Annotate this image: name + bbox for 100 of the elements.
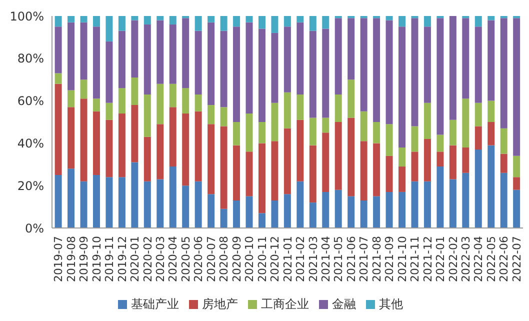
bar <box>144 16 151 24</box>
bar <box>194 181 202 228</box>
bar <box>500 18 508 128</box>
bar <box>449 120 456 146</box>
bar <box>80 22 88 80</box>
bar <box>436 134 444 152</box>
bar <box>360 200 368 228</box>
bar <box>449 16 456 120</box>
y-tick-label: 100% <box>10 9 44 24</box>
bar <box>220 107 228 126</box>
bar <box>68 16 75 22</box>
bar <box>54 26 62 74</box>
bar <box>424 138 431 182</box>
bar <box>220 208 228 228</box>
x-tick-label: 2020-02 <box>141 236 154 282</box>
bar <box>54 84 62 175</box>
y-tick-label: 60% <box>17 94 44 108</box>
bar <box>334 18 342 94</box>
x-tick-label: 2021-03 <box>306 236 320 282</box>
bar <box>309 145 316 203</box>
x-tick-label: 2019-10 <box>90 236 104 282</box>
bar <box>106 102 113 120</box>
bar <box>309 202 316 228</box>
bar <box>488 20 495 101</box>
bar <box>488 16 495 20</box>
bar <box>106 41 113 103</box>
bar <box>208 16 215 22</box>
bar <box>284 92 291 128</box>
x-tick-label: 2020-05 <box>179 236 192 282</box>
bar <box>131 77 138 106</box>
bar <box>156 20 164 84</box>
bar <box>208 124 215 194</box>
bar <box>271 141 278 200</box>
bar <box>208 194 215 228</box>
bar <box>462 172 470 228</box>
bar <box>284 16 291 27</box>
bar <box>80 181 88 228</box>
bar <box>424 102 431 139</box>
bar <box>411 126 418 152</box>
bar <box>411 181 418 228</box>
bar <box>144 24 151 94</box>
bar <box>80 80 88 99</box>
bar <box>169 24 176 84</box>
x-tick-label: 2021-08 <box>370 236 384 282</box>
bar <box>220 126 228 209</box>
x-tick-label: 2020-12 <box>268 236 282 282</box>
bar <box>513 177 520 190</box>
bar <box>182 186 190 228</box>
bar <box>92 175 100 228</box>
bar <box>360 111 368 142</box>
x-tick-label: 2020-07 <box>204 236 218 282</box>
bar <box>284 26 291 92</box>
bar <box>296 22 304 94</box>
bar <box>156 16 164 20</box>
bar <box>360 141 368 200</box>
bar <box>474 26 482 103</box>
bar <box>449 145 456 180</box>
bar <box>334 122 342 190</box>
bar <box>334 190 342 228</box>
bar <box>296 94 304 120</box>
bar <box>411 18 418 126</box>
bar <box>169 166 176 228</box>
x-tick-label: 2022-06 <box>498 236 511 282</box>
bar <box>334 94 342 122</box>
bar <box>68 168 75 228</box>
bar <box>373 196 380 228</box>
bar <box>500 154 508 173</box>
bar <box>246 114 253 152</box>
bar <box>474 126 482 150</box>
bar <box>169 16 176 24</box>
bar <box>258 143 266 214</box>
x-tick-label: 2019-09 <box>78 236 91 282</box>
x-tick-label: 2022-02 <box>446 236 460 282</box>
bar <box>488 100 495 122</box>
x-tick-label: 2022-04 <box>472 236 486 282</box>
bar <box>233 16 240 27</box>
bar <box>322 132 330 192</box>
bar <box>398 16 406 27</box>
bar <box>92 16 100 27</box>
bar <box>92 111 100 175</box>
legend-label: 基础产业 <box>131 297 179 311</box>
bar <box>131 162 138 228</box>
bar <box>386 20 393 124</box>
y-tick-label: 20% <box>17 178 44 193</box>
x-tick-label: 2021-07 <box>358 236 371 282</box>
bar <box>68 90 75 108</box>
x-tick-label: 2020-01 <box>128 236 142 282</box>
bar <box>322 28 330 118</box>
bar <box>156 124 164 180</box>
bar <box>500 172 508 228</box>
bar <box>513 18 520 156</box>
x-tick-label: 2021-11 <box>408 236 422 282</box>
bar <box>386 124 393 156</box>
bar <box>194 30 202 94</box>
bar <box>131 20 138 78</box>
bar <box>398 26 406 148</box>
x-tick-label: 2019-08 <box>64 236 78 282</box>
x-tick-label: 2022-05 <box>484 236 498 282</box>
bar <box>80 98 88 182</box>
x-tick-label: 2021-05 <box>332 236 346 282</box>
